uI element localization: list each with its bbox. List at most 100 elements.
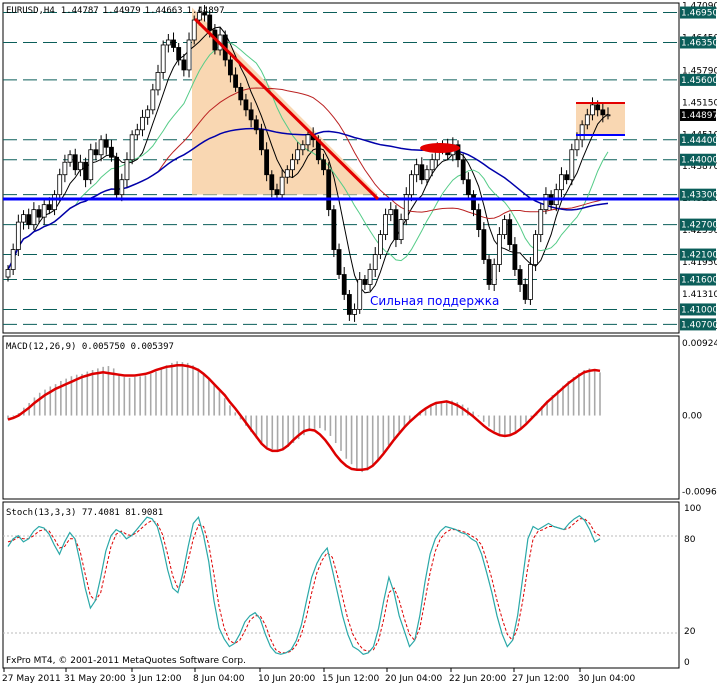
candle-body: [36, 209, 42, 218]
candle-body: [88, 149, 94, 181]
candle-body: [491, 264, 497, 285]
candle-body: [72, 154, 78, 171]
candle-body: [372, 254, 378, 270]
candle-body: [264, 149, 270, 176]
candle-body: [605, 114, 611, 117]
candle-body: [46, 204, 52, 211]
macd-axis-label: 0.009249: [682, 339, 717, 349]
candle-body: [538, 209, 544, 235]
candle-body: [471, 194, 476, 211]
candle-body: [93, 149, 99, 156]
candle-body: [140, 116, 145, 131]
level-tag-text: 1.41600: [681, 276, 717, 286]
candle-body: [460, 159, 466, 181]
price-axis-label: 1.41310: [682, 290, 717, 300]
price-axis-label: 1.45790: [682, 66, 717, 76]
candle-body: [41, 204, 47, 218]
candle-body: [502, 219, 507, 235]
macd-title: MACD(12,26,9) 0.005750 0.005397: [6, 342, 174, 352]
time-axis-label: 3 Jun 12:00: [130, 674, 182, 684]
candle-body: [336, 249, 342, 275]
level-tag: [680, 273, 716, 286]
candle-body: [357, 279, 363, 310]
candle-body: [171, 39, 176, 48]
candle-body: [98, 139, 104, 156]
candle-body: [109, 146, 114, 158]
candle-body: [274, 189, 280, 196]
candle-body: [279, 176, 285, 196]
candle-body: [569, 149, 575, 181]
level-tag-text: 1.44000: [681, 156, 717, 166]
price-axis-label: 1.41950: [682, 258, 717, 268]
candle-body: [62, 161, 68, 176]
candle-body: [517, 269, 523, 285]
candle-body: [584, 114, 590, 126]
copyright: FxPro MT4, © 2001-2011 MetaQuotes Softwa…: [6, 656, 246, 666]
candle-body: [103, 139, 109, 148]
macd-signal-line: [7, 364, 601, 471]
candle-body: [52, 194, 57, 211]
candle-body: [367, 269, 373, 285]
level-tag-text: 1.40700: [681, 320, 717, 330]
level-tag-text: 1.46350: [681, 38, 717, 48]
candle-body: [403, 194, 409, 221]
candle-body: [31, 209, 37, 226]
level-tag: [680, 318, 716, 331]
price-axis: 1.470901.464501.457901.451501.445101.438…: [680, 2, 717, 332]
candle-body: [191, 19, 197, 41]
candle-body: [155, 72, 161, 91]
time-axis-label: 30 Jun 04:00: [578, 674, 635, 684]
candle-body: [574, 139, 580, 151]
macd-pane[interactable]: MACD(12,26,9) 0.005750 0.005397: [2, 335, 680, 500]
candle-body: [465, 179, 471, 196]
candle-body: [393, 209, 399, 240]
stochastic-axis: 100 80 20 0: [684, 504, 701, 668]
candle-body: [119, 179, 125, 196]
candle-body: [57, 174, 63, 196]
candle-body: [290, 159, 295, 171]
time-axis-label: 8 Jun 04:00: [193, 674, 245, 684]
candle-body: [295, 149, 301, 161]
level-tag: [680, 303, 716, 316]
candle-body: [233, 74, 238, 88]
candle-body: [326, 169, 332, 211]
candle-body: [228, 59, 233, 76]
candle-body: [321, 159, 326, 171]
level-tag-text: 1.43300: [681, 191, 717, 201]
stochastic-pane[interactable]: Stoch(13,3,3) 77.4081 81.9081 FxPro MT4,…: [2, 501, 680, 669]
candle-body: [378, 234, 383, 255]
stoch-axis-label: 100: [684, 504, 701, 514]
candle-body: [429, 159, 435, 171]
candle-body: [476, 209, 482, 231]
candle-body: [595, 104, 601, 111]
candle-body: [248, 109, 254, 121]
horizontal-levels: [3, 12, 679, 325]
candle-body: [21, 214, 26, 223]
level-tag: [680, 218, 716, 231]
price-axis-label: 1.43870: [682, 162, 717, 172]
level-tag-text: 1.42700: [681, 221, 717, 231]
stoch-pane-frame: [2, 501, 680, 669]
candle-body: [455, 144, 461, 161]
candle-body: [202, 12, 207, 16]
level-tag-text: 1.44400: [681, 136, 717, 146]
candle-body: [409, 174, 414, 196]
candle-body: [284, 169, 290, 178]
candle-body: [145, 109, 151, 118]
candle-body: [559, 174, 564, 191]
candle-body: [186, 39, 192, 71]
candle-body: [15, 221, 21, 250]
candle-body: [496, 234, 502, 265]
macd-axis-label: -0.009688: [682, 488, 717, 498]
candle-body: [134, 129, 140, 136]
chart-title: EURUSD,H4 1.44787 1.44979 1.44663 1.44897: [6, 6, 225, 16]
candle-body: [253, 119, 259, 131]
candle-body: [481, 229, 487, 260]
candle-body: [522, 284, 528, 300]
trend-line[interactable]: [193, 17, 380, 201]
resistance-marker: [420, 143, 460, 153]
candle-body: [383, 214, 388, 235]
level-tag: [680, 133, 716, 146]
price-pane[interactable]: EURUSD,H4 1.44787 1.44979 1.44663 1.44897 Си…: [2, 2, 680, 334]
